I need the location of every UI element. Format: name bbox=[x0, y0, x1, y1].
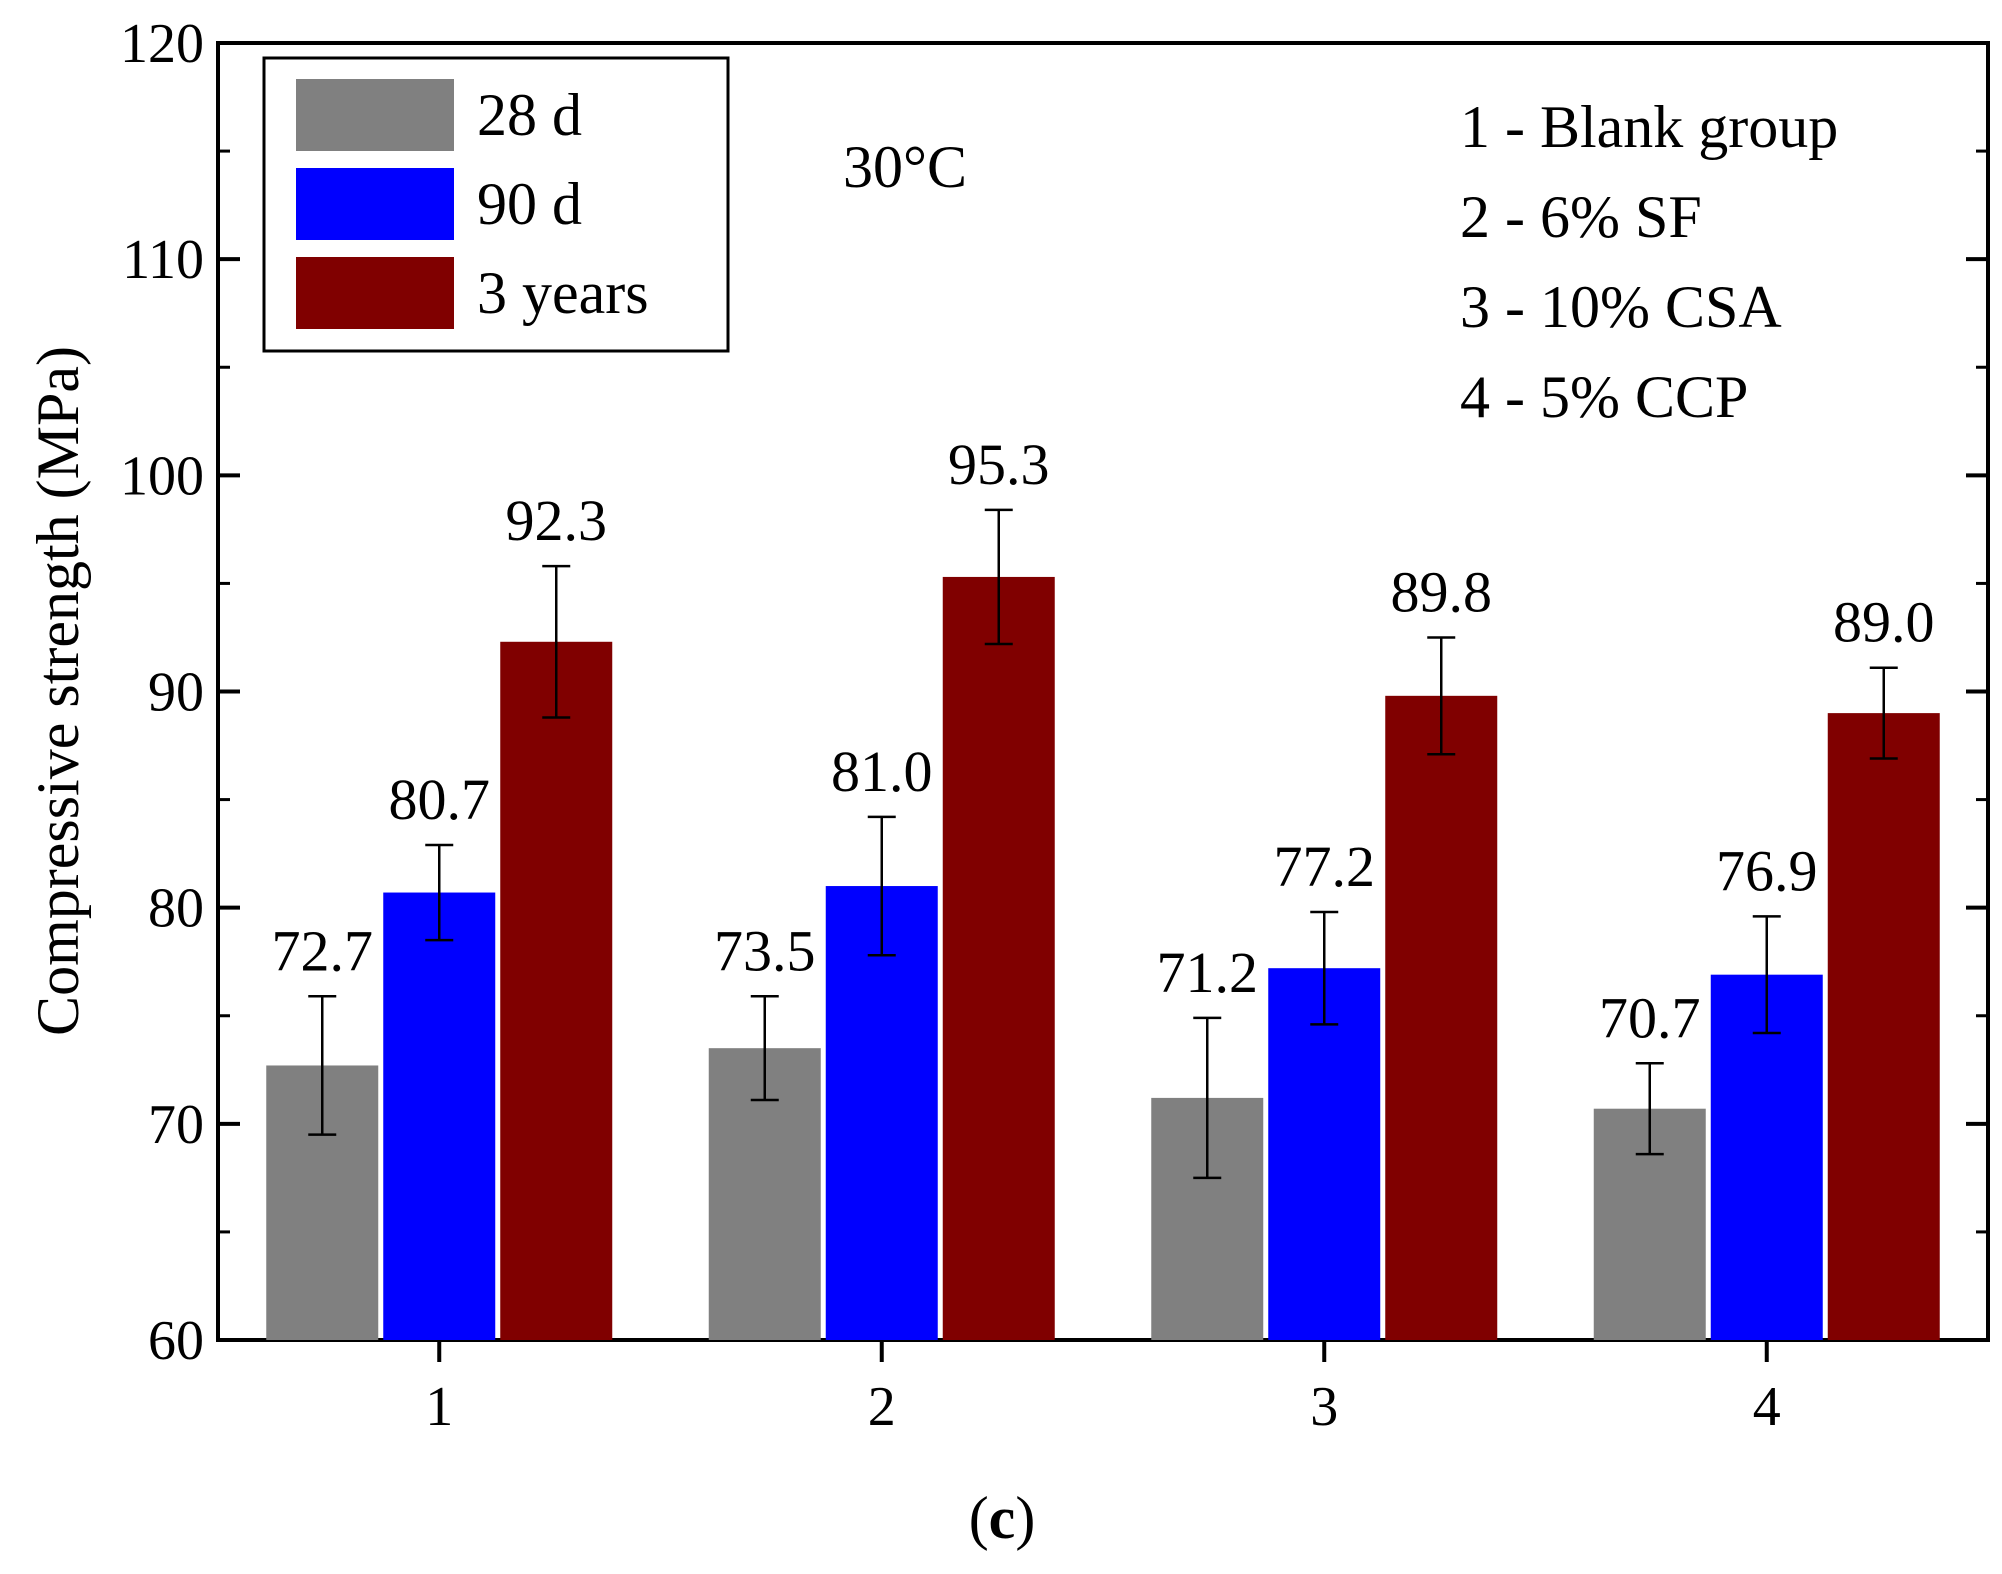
data-label: 89.8 bbox=[1391, 559, 1493, 624]
legend-label: 3 years bbox=[477, 260, 649, 326]
bar bbox=[500, 641, 613, 1340]
data-label: 73.5 bbox=[714, 918, 816, 983]
data-label: 72.7 bbox=[272, 918, 374, 983]
group-note: 2 - 6% SF bbox=[1460, 184, 1702, 250]
x-tick-label: 2 bbox=[868, 1376, 896, 1438]
legend-label: 90 d bbox=[477, 171, 582, 237]
y-tick-label: 120 bbox=[120, 13, 204, 75]
x-axis: 1 2 3 4 bbox=[425, 1340, 1781, 1438]
y-axis: 60 70 80 90 100 110 120 bbox=[120, 13, 1988, 1372]
y-axis-title: Compressive strength (MPa) bbox=[25, 346, 91, 1036]
data-label: 80.7 bbox=[389, 767, 491, 832]
data-label: 76.9 bbox=[1716, 838, 1818, 903]
legend-swatch bbox=[296, 168, 454, 240]
legend-swatch bbox=[296, 257, 454, 329]
x-tick-label: 3 bbox=[1310, 1376, 1338, 1438]
data-label: 95.3 bbox=[948, 432, 1050, 497]
figure-caption: (c) bbox=[969, 1485, 1036, 1551]
y-tick-label: 70 bbox=[148, 1094, 204, 1156]
x-tick-label: 4 bbox=[1753, 1376, 1781, 1438]
temperature-annotation: 30°C bbox=[843, 134, 967, 200]
data-label: 92.3 bbox=[506, 488, 608, 553]
caption-close-paren: ) bbox=[1015, 1485, 1035, 1551]
bar bbox=[1827, 713, 1940, 1340]
data-label: 89.0 bbox=[1833, 590, 1935, 655]
caption-open-paren: ( bbox=[969, 1485, 989, 1551]
y-tick-label: 60 bbox=[148, 1310, 204, 1372]
bar bbox=[1385, 695, 1498, 1340]
bar bbox=[825, 886, 938, 1340]
error-bars bbox=[308, 508, 1898, 1180]
bar bbox=[1710, 974, 1823, 1340]
data-label: 71.2 bbox=[1157, 940, 1259, 1005]
y-tick-label: 90 bbox=[148, 662, 204, 724]
bars bbox=[266, 576, 1940, 1340]
y-tick-label: 100 bbox=[120, 445, 204, 507]
legend: 28 d 90 d 3 years bbox=[262, 56, 730, 353]
x-tick-label: 1 bbox=[425, 1376, 453, 1438]
group-notes: 1 - Blank group 2 - 6% SF 3 - 10% CSA 4 … bbox=[1460, 94, 1838, 430]
bar bbox=[1268, 968, 1381, 1340]
group-note: 1 - Blank group bbox=[1460, 94, 1838, 160]
legend-label: 28 d bbox=[477, 82, 582, 148]
data-label: 70.7 bbox=[1599, 985, 1701, 1050]
caption-letter: c bbox=[989, 1485, 1016, 1551]
y-tick-label: 110 bbox=[122, 229, 204, 291]
legend-swatch bbox=[296, 79, 454, 151]
y-tick-label: 80 bbox=[148, 878, 204, 940]
data-labels: 72.7 73.5 71.2 70.7 80.7 81.0 77.2 76.9 92.3 95.3… bbox=[272, 432, 1935, 1050]
data-label: 81.0 bbox=[831, 739, 933, 804]
bar bbox=[942, 576, 1055, 1340]
group-note: 3 - 10% CSA bbox=[1460, 274, 1782, 340]
group-note: 4 - 5% CCP bbox=[1460, 364, 1748, 430]
data-label: 77.2 bbox=[1274, 834, 1376, 899]
bar bbox=[383, 892, 496, 1340]
